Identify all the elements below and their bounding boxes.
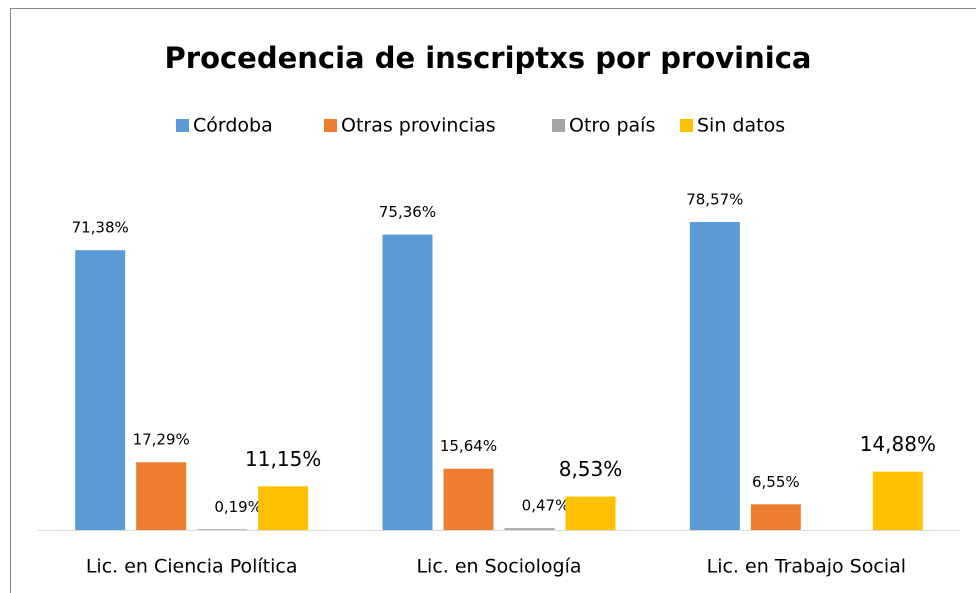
chart-title: Procedencia de inscriptxs por provinica [165,41,812,75]
legend-swatch [552,119,565,132]
bar [443,468,494,530]
value-label: 78,57% [686,191,743,209]
value-label: 8,53% [559,457,623,481]
x-tick-label: Lic. en Sociología [416,556,581,578]
bar [872,471,923,530]
legend-label: Otro país [569,115,655,137]
value-label: 75,36% [379,203,436,221]
value-label: 11,15% [245,447,321,471]
x-tick-label: Lic. en Ciencia Política [86,556,298,578]
chart-border [10,8,976,593]
bar [382,234,433,530]
legend-swatch [680,119,693,132]
legend-label: Otras provincias [341,115,496,137]
bar [197,529,248,530]
value-label: 71,38% [72,219,129,237]
bar [689,222,740,530]
value-label: 0,19% [214,498,262,516]
x-tick-label: Lic. en Trabajo Social [707,556,906,578]
value-label: 15,64% [440,437,497,455]
value-label: 17,29% [133,431,190,449]
legend-label: Sin datos [697,115,785,137]
value-label: 14,88% [860,432,936,456]
value-label: 6,55% [752,473,800,491]
legend-swatch [324,119,337,132]
legend-swatch [176,119,189,132]
bar [565,496,616,530]
bar [750,504,801,530]
bar [136,462,187,530]
bar [258,486,309,530]
bar [75,250,126,530]
legend-label: Córdoba [193,115,273,137]
bar [504,528,555,530]
value-label: 0,47% [522,497,570,515]
